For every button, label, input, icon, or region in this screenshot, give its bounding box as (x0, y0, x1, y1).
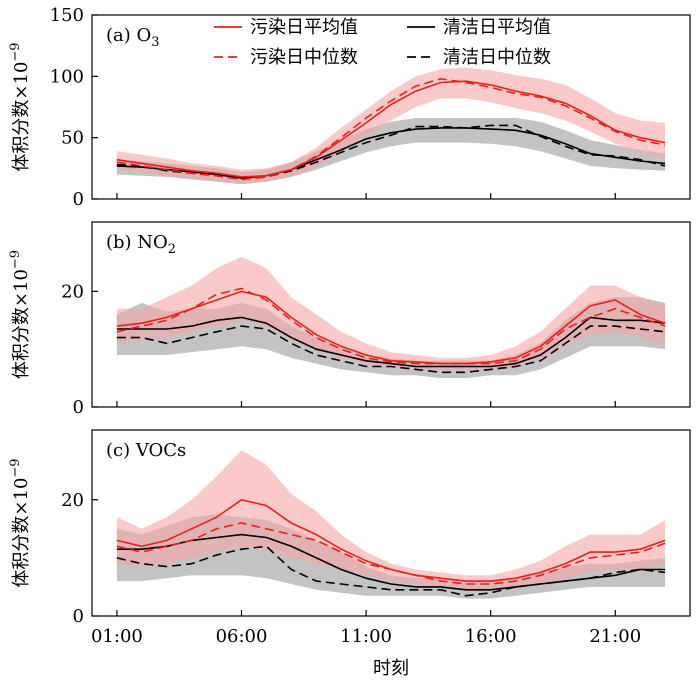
panel-1: 0 20 体积分数×10−9 (b) NO2 (8, 221, 691, 418)
y-tick-label: 100 (50, 66, 84, 87)
x-tick-label: 01:00 (91, 626, 143, 647)
panel-plot-area (116, 450, 666, 599)
polluted-median-line (116, 287, 666, 365)
y-axis-label: 体积分数×10−9 (8, 250, 32, 379)
panel-label-text: (b) NO (106, 232, 168, 253)
panel-label-text: (c) VOCs (106, 440, 186, 461)
panel-frame (91, 14, 691, 200)
y-axis-label-exponent: −9 (8, 458, 23, 477)
polluted-median-line (116, 522, 666, 585)
legend-label-clean-median: 清洁日中位数 (443, 47, 551, 68)
y-axis-label-exponent: −9 (8, 250, 23, 269)
x-tick-label: 21:00 (589, 626, 641, 647)
polluted-iqr-band (116, 256, 666, 370)
panel-label: (a) O3 (106, 25, 160, 50)
y-axis-label: 体积分数×10−9 (8, 42, 32, 171)
legend-label-polluted-mean: 污染日平均值 (250, 17, 358, 38)
clean-mean-line (116, 127, 666, 179)
polluted-mean-line (116, 80, 666, 178)
clean-iqr-band (116, 118, 666, 185)
panel-label-subscript: 3 (151, 35, 159, 50)
clean-median-line (116, 325, 666, 374)
y-tick-label: 0 (73, 189, 84, 210)
y-tick-label: 20 (61, 281, 84, 302)
polluted-iqr-band (116, 67, 666, 184)
clean-mean-line (116, 316, 666, 368)
panel-0: 0 50 100 150 体积分数×10−9 (a) O3 (8, 5, 691, 210)
x-tick-label: 06:00 (216, 626, 268, 647)
polluted-mean-line (116, 290, 666, 365)
panel-label-text: (a) O (106, 25, 151, 46)
y-tick-label: 20 (61, 490, 84, 511)
y-tick-label: 0 (73, 606, 84, 627)
polluted-iqr-band (116, 450, 666, 590)
y-tick-label: 50 (61, 128, 84, 149)
panel-label-subscript: 2 (168, 242, 176, 257)
clean-mean-line (116, 533, 666, 591)
panel-plot-area (116, 256, 666, 379)
y-tick-label: 0 (73, 397, 84, 418)
panel-frame (91, 429, 691, 617)
polluted-median-line (116, 77, 666, 181)
y-axis-label-base: 体积分数×10 (11, 478, 32, 588)
panel-label: (c) VOCs (106, 440, 186, 461)
panel-2: 0 20 体积分数×10−9 (c) VOCs (8, 429, 691, 627)
panel-plot-area (116, 67, 666, 185)
x-tick-label: 16:00 (465, 626, 517, 647)
legend-label-clean-mean: 清洁日平均值 (443, 17, 551, 38)
legend-label-polluted-median: 污染日中位数 (250, 47, 358, 68)
panel-frame (91, 221, 691, 408)
y-axis-label-base: 体积分数×10 (11, 269, 32, 379)
x-tick-label: 11:00 (340, 626, 392, 647)
y-tick-label: 150 (50, 5, 84, 26)
x-axis-label: 时刻 (373, 658, 409, 679)
y-axis-label-base: 体积分数×10 (11, 62, 32, 172)
y-axis-label-exponent: −9 (8, 42, 23, 61)
y-axis-label: 体积分数×10−9 (8, 458, 32, 587)
panel-label: (b) NO2 (106, 232, 176, 257)
